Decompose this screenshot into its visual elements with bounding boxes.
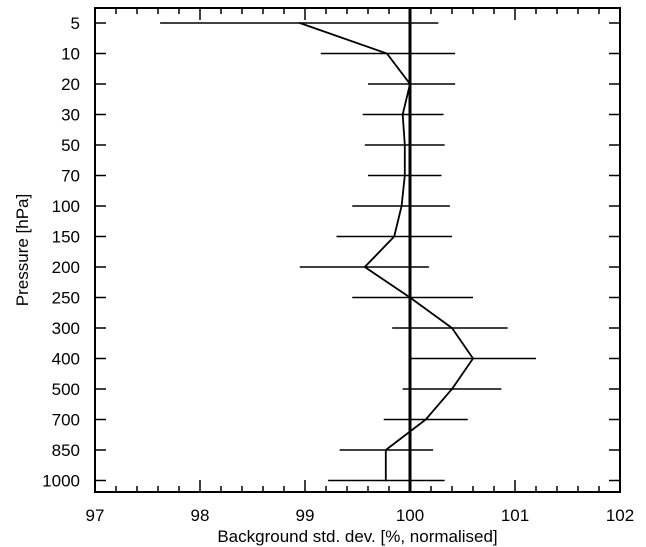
x-axis-title: Background std. dev. [%, normalised] [217,527,497,546]
data-point [384,449,387,451]
error-bars [160,22,536,482]
y-tick-label: 200 [52,258,80,277]
series-line [299,22,475,481]
y-tick-label: 30 [61,106,80,125]
data-point [393,235,396,238]
data-point [400,205,403,207]
data-point [424,418,427,421]
x-tick-label: 102 [606,506,634,525]
y-tick-label: 70 [61,167,80,186]
plot-frame-group [94,7,621,493]
y-tick-label: 50 [61,136,80,155]
data-point [384,479,387,482]
data-point [363,266,366,268]
data-point [386,52,388,55]
plot-frame [94,7,621,493]
ticks-group [94,8,621,492]
y-tick-label: 250 [52,289,80,308]
series-line-group [298,22,475,482]
y-tick-label: 1000 [42,472,80,491]
data-point [451,327,453,329]
x-tick-label: 99 [296,506,315,525]
x-tick-label: 101 [501,506,529,525]
data-point [403,144,406,146]
data-point [409,296,411,299]
data-point [298,22,301,24]
x-tick-label: 97 [86,506,105,525]
data-point [472,357,474,360]
y-tick-label: 20 [61,75,80,94]
y-tick-label: 300 [52,319,80,338]
x-tick-label: 98 [191,506,210,525]
y-tick-label: 400 [52,350,80,369]
x-tick-label: 100 [396,506,424,525]
data-point [401,113,404,116]
y-axis-title: Pressure [hPa] [13,194,32,306]
y-tick-label: 100 [52,197,80,216]
tick-labels-group: 97 98 99 100 101 102 5 10 20 30 50 70 100 150 200 250 30… [42,14,634,525]
y-tick-label: 850 [52,441,80,460]
y-tick-label: 5 [71,14,80,33]
data-point [403,174,406,177]
data-point [451,388,453,390]
y-tick-label: 500 [52,380,80,399]
y-tick-label: 700 [52,411,80,430]
y-tick-label: 150 [52,228,80,247]
data-point [409,83,411,85]
y-tick-label: 10 [61,45,80,64]
